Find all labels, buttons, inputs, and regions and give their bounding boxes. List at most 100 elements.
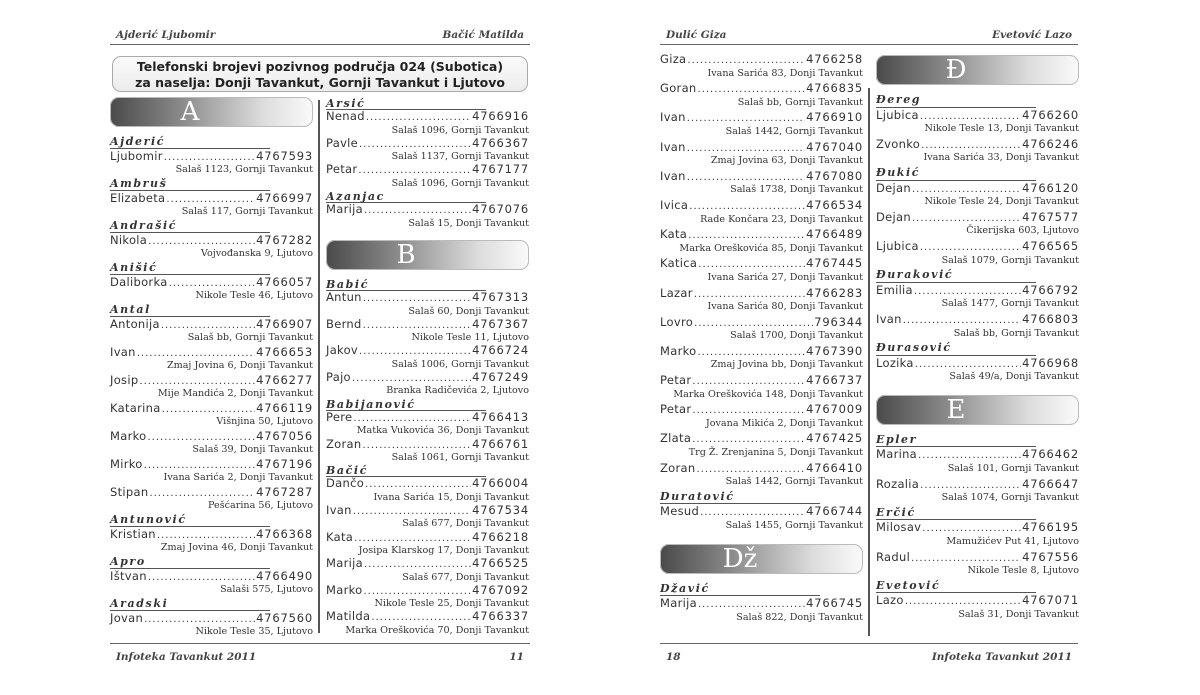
entry-address: Salaš 1123, Gornji Tavankut (175, 164, 313, 175)
entry-phone-number: 4767593 (256, 149, 313, 163)
entry-phone-number: 4766653 (256, 345, 313, 359)
entry-first-name: Marko (110, 429, 147, 443)
entry-phone-number: 4767445 (806, 256, 863, 271)
directory-entry: Lovro 796344 (660, 315, 863, 330)
entry-first-name: Lazar (660, 285, 693, 300)
header-first-entry: Ajderić Ljubomir (116, 29, 216, 41)
dot-leader (363, 584, 471, 598)
entry-phone-number: 4767092 (472, 582, 529, 597)
entry-phone-number: 4766744 (806, 504, 863, 519)
surname-heading: Erčić (876, 506, 1036, 521)
directory-entry: Petar 4767009 (660, 402, 863, 417)
directory-entry: Zoran 4766410 (660, 461, 863, 476)
entry-address: Ivana Sarića 15, Donji Tavankut (373, 491, 529, 503)
entry-first-name: Dejan (876, 209, 911, 224)
entry-first-name: Petar (660, 402, 692, 417)
entry-phone-number: 4766792 (1022, 282, 1079, 297)
entry-first-name: Pajo (326, 370, 351, 385)
column-2: ArsićNenad4766916Salaš 1096, Gornji Tava… (326, 97, 529, 637)
dot-leader (359, 344, 471, 358)
entry-first-name: Katarina (110, 401, 161, 415)
entry-phone-number: 4766803 (1022, 311, 1079, 326)
entry-phone-number: 4766367 (472, 135, 529, 150)
entry-address: Salaš 117, Gornji Tavankut (181, 206, 313, 217)
directory-entry: Katarina 4766119 (110, 401, 313, 415)
entry-first-name: Katica (660, 256, 698, 271)
entry-phone-number: 4767390 (806, 343, 863, 358)
directory-entry: Nikola 4767282 (110, 233, 313, 247)
entry-first-name: Rozalia (876, 476, 920, 491)
directory-entry: Lozika 4766968 (876, 356, 1079, 371)
directory-entry: Antun 4767313 (326, 290, 529, 305)
letter-heading: Dž (722, 543, 758, 574)
entry-address: Salaš 1096, Gornji Tavankut (391, 177, 529, 189)
page-number: 18 (666, 651, 681, 663)
surname-heading: Azanjac (326, 190, 486, 204)
entry-phone-number: 796344 (814, 314, 863, 329)
directory-entry: Zvonko 4766246 (876, 137, 1079, 152)
entry-phone-number: 4766565 (1022, 238, 1079, 253)
entry-address: Ivana Sarića 83, Donji Tavankut (707, 67, 863, 79)
entry-first-name: Lazo (876, 593, 904, 608)
directory-entry: Marko 4767056 (110, 429, 313, 443)
entry-address: Višnjina 50, Ljutovo (216, 416, 313, 427)
entry-address: Marka Oreškovića 85, Donji Tavankut (679, 242, 863, 254)
surname-heading: Đuraković (876, 268, 1036, 283)
entry-address: Salaš 822, Donji Tavankut (736, 611, 863, 623)
entry-first-name: Zvonko (876, 136, 921, 151)
entry-phone-number: 4766835 (806, 81, 863, 96)
surname-heading: Aradski (110, 597, 270, 611)
entry-first-name: Ivan (660, 110, 686, 125)
entry-address: Salaš bb, Gornji Tavankut (737, 96, 863, 108)
column-divider (868, 88, 870, 636)
entry-address: Salaš 1074, Gornji Tavankut (941, 492, 1079, 504)
entry-phone-number: 4766277 (256, 373, 313, 387)
entry-first-name: Jovan (110, 611, 144, 625)
directory-entry: Kata 4766218 (326, 530, 529, 544)
entry-first-name: Matilda (326, 609, 371, 624)
directory-entry: Marina 4766462 (876, 447, 1079, 462)
entry-first-name: Daliborka (110, 275, 168, 289)
directory-entry: Goran 4766835 (660, 81, 863, 96)
entry-phone-number: 4767080 (806, 168, 863, 183)
surname-heading: Đurasović (876, 341, 1036, 356)
running-header: Ajderić Ljubomir Bačić Matilda (110, 28, 530, 45)
entry-first-name: Marko (660, 343, 697, 358)
entry-address: Salaš 1137, Gornji Tavankut (391, 151, 529, 163)
entry-first-name: Marija (660, 596, 697, 611)
entry-phone-number: 4766246 (1022, 136, 1079, 151)
entry-address: Salaš 1096, Gornji Tavankut (391, 124, 529, 136)
directory-entry: Ištvan 4766490 (110, 569, 313, 583)
entry-first-name: Antonija (110, 317, 160, 331)
dot-leader (353, 504, 471, 518)
entry-first-name: Ljubica (876, 107, 919, 122)
entry-first-name: Lozika (876, 355, 914, 370)
entry-first-name: Ljubica (876, 238, 919, 253)
entry-first-name: Giza (660, 52, 687, 66)
section-title-line-2: za naselja: Donji Tavankut, Gornji Tavan… (135, 75, 505, 90)
entry-first-name: Ivan (326, 503, 352, 518)
dot-leader (365, 477, 471, 491)
directory-entry: Zlata 4767425 (660, 431, 863, 446)
directory-entry: Daliborka 4766057 (110, 275, 313, 289)
directory-entry: Marko 4767390 (660, 344, 863, 359)
directory-entry: Dejan 4767577 (876, 210, 1079, 225)
entry-address: Vojvođanska 9, Ljutovo (200, 248, 313, 259)
dot-leader (363, 291, 471, 305)
letter-banner: Dž (660, 543, 863, 574)
entry-phone-number: 4766761 (472, 436, 529, 451)
letter-heading: B (396, 239, 416, 270)
dot-leader (352, 371, 471, 385)
entry-phone-number: 4766120 (1022, 180, 1079, 195)
page-footer: Infoteka Tavankut 2011 11 (110, 643, 530, 663)
surname-heading: Anišić (110, 261, 270, 275)
dot-leader (363, 318, 472, 332)
entry-address: Salaš 1442, Gornji Tavankut (725, 476, 863, 488)
directory-entry: Pavle 4766367 (326, 135, 529, 150)
directory-entry: Ivan 4767040 (660, 140, 863, 155)
entry-first-name: Ivan (110, 345, 136, 359)
directory-entry: Dančo 4766004 (326, 477, 529, 491)
entry-address: Nikole Tesle 13, Donji Tavankut (924, 123, 1079, 135)
entry-first-name: Marija (326, 556, 363, 571)
